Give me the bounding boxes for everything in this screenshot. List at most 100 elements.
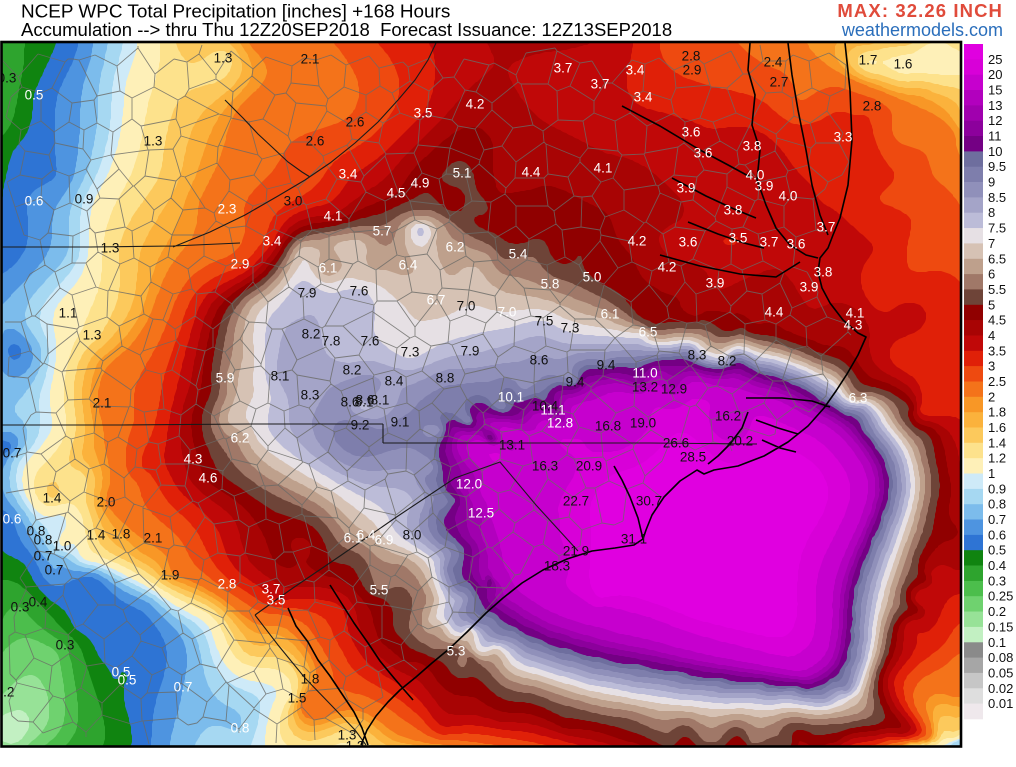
svg-text:4.4: 4.4 [765, 305, 784, 320]
svg-text:1: 1 [988, 466, 995, 481]
svg-text:3.9: 3.9 [677, 181, 696, 196]
svg-text:7.9: 7.9 [298, 286, 317, 301]
svg-text:7.5: 7.5 [535, 314, 554, 329]
svg-text:4.1: 4.1 [846, 306, 865, 321]
svg-text:5.0: 5.0 [583, 270, 602, 285]
svg-text:8.6: 8.6 [341, 395, 360, 410]
svg-text:3.7: 3.7 [591, 77, 610, 92]
svg-text:6.9: 6.9 [375, 533, 394, 548]
svg-text:8.3: 8.3 [301, 388, 320, 403]
svg-text:1.3: 1.3 [338, 728, 357, 743]
svg-text:1.3: 1.3 [101, 241, 120, 256]
svg-text:12.5: 12.5 [468, 506, 494, 521]
svg-text:7: 7 [988, 236, 995, 251]
svg-text:13.2: 13.2 [632, 380, 658, 395]
svg-text:1.2: 1.2 [988, 451, 1006, 466]
svg-text:8.8: 8.8 [436, 371, 455, 386]
svg-text:4.0: 4.0 [779, 189, 798, 204]
svg-text:3.4: 3.4 [626, 63, 645, 78]
svg-text:6.2: 6.2 [231, 431, 250, 446]
svg-text:0.05: 0.05 [988, 665, 1013, 680]
svg-text:11: 11 [988, 129, 1002, 144]
svg-text:6.5: 6.5 [639, 325, 658, 340]
svg-text:6.4: 6.4 [357, 528, 376, 543]
svg-text:3.7: 3.7 [554, 61, 573, 76]
svg-text:2.8: 2.8 [218, 577, 237, 592]
svg-text:6.2: 6.2 [446, 240, 465, 255]
svg-text:0.15: 0.15 [988, 619, 1013, 634]
svg-text:3.4: 3.4 [263, 234, 282, 249]
svg-text:0.9: 0.9 [75, 192, 94, 207]
svg-text:2.1: 2.1 [144, 531, 163, 546]
svg-text:6.3: 6.3 [849, 391, 868, 406]
svg-text:3.6: 3.6 [682, 125, 701, 140]
svg-text:3.7: 3.7 [262, 582, 281, 597]
svg-text:NCEP WPC Total Precipitation [: NCEP WPC Total Precipitation [inches] +1… [21, 2, 450, 23]
svg-text:0.02: 0.02 [988, 681, 1013, 696]
svg-text:4.3: 4.3 [844, 318, 863, 333]
svg-text:1.4: 1.4 [43, 491, 62, 506]
svg-text:3.9: 3.9 [755, 179, 774, 194]
svg-text:1.3: 1.3 [83, 328, 102, 343]
svg-text:8.3: 8.3 [688, 348, 707, 363]
svg-text:3.7: 3.7 [817, 220, 836, 235]
svg-text:0.08: 0.08 [988, 650, 1013, 665]
svg-text:2.1: 2.1 [301, 52, 320, 67]
svg-text:25: 25 [988, 52, 1002, 67]
svg-text:3.4: 3.4 [634, 90, 653, 105]
svg-text:0.7: 0.7 [3, 446, 22, 461]
svg-text:2.6: 2.6 [306, 134, 325, 149]
svg-text:5.4: 5.4 [509, 247, 528, 262]
svg-text:0.7: 0.7 [34, 549, 53, 564]
svg-text:6.7: 6.7 [427, 293, 446, 308]
svg-text:0.8: 0.8 [988, 497, 1006, 512]
svg-text:4.3: 4.3 [184, 452, 203, 467]
svg-text:2.9: 2.9 [231, 257, 250, 272]
svg-text:0.5: 0.5 [112, 665, 131, 680]
svg-text:13: 13 [988, 98, 1002, 113]
svg-text:6.4: 6.4 [399, 258, 418, 273]
svg-text:9.2: 9.2 [351, 418, 370, 433]
svg-text:9.4: 9.4 [566, 375, 585, 390]
svg-text:1.7: 1.7 [859, 53, 878, 68]
svg-text:8.1: 8.1 [355, 395, 374, 410]
svg-text:0.5: 0.5 [25, 88, 44, 103]
svg-text:3.8: 3.8 [814, 265, 833, 280]
svg-text:MAX: 32.26 INCH: MAX: 32.26 INCH [837, 0, 1003, 21]
svg-text:2.5: 2.5 [988, 374, 1006, 389]
svg-text:0.4: 0.4 [29, 595, 48, 610]
svg-text:3.6: 3.6 [787, 237, 806, 252]
svg-text:1.8: 1.8 [301, 672, 320, 687]
svg-text:12.0: 12.0 [456, 477, 482, 492]
svg-text:2: 2 [988, 389, 995, 404]
svg-text:4.6: 4.6 [199, 471, 218, 486]
svg-text:3.5: 3.5 [414, 106, 433, 121]
svg-text:15: 15 [988, 83, 1002, 98]
svg-text:30.7: 30.7 [636, 494, 662, 509]
svg-text:0.8: 0.8 [34, 533, 53, 548]
svg-text:20.9: 20.9 [576, 459, 602, 474]
svg-text:0.2: 0.2 [988, 604, 1006, 619]
svg-text:5.5: 5.5 [370, 583, 389, 598]
svg-text:4.5: 4.5 [387, 186, 406, 201]
svg-text:5.8: 5.8 [541, 277, 560, 292]
svg-text:2.6: 2.6 [346, 115, 365, 130]
svg-text:2.7: 2.7 [770, 75, 789, 90]
svg-text:7.8: 7.8 [322, 334, 341, 349]
svg-text:8.2: 8.2 [718, 354, 737, 369]
svg-text:0.4: 0.4 [988, 558, 1006, 573]
svg-text:0.9: 0.9 [988, 481, 1006, 496]
svg-text:8.2: 8.2 [343, 363, 362, 378]
svg-text:0.01: 0.01 [988, 696, 1013, 711]
svg-text:9: 9 [988, 175, 995, 190]
svg-text:19.0: 19.0 [630, 416, 656, 431]
svg-text:1.5: 1.5 [288, 691, 307, 706]
svg-text:26.6: 26.6 [663, 436, 689, 451]
svg-text:2.1: 2.1 [93, 396, 112, 411]
svg-text:0.5: 0.5 [988, 543, 1006, 558]
svg-text:0.1: 0.1 [988, 635, 1006, 650]
svg-text:1.8: 1.8 [988, 405, 1006, 420]
svg-text:31.1: 31.1 [621, 532, 647, 547]
svg-text:8.5: 8.5 [988, 190, 1006, 205]
svg-text:3: 3 [988, 359, 995, 374]
